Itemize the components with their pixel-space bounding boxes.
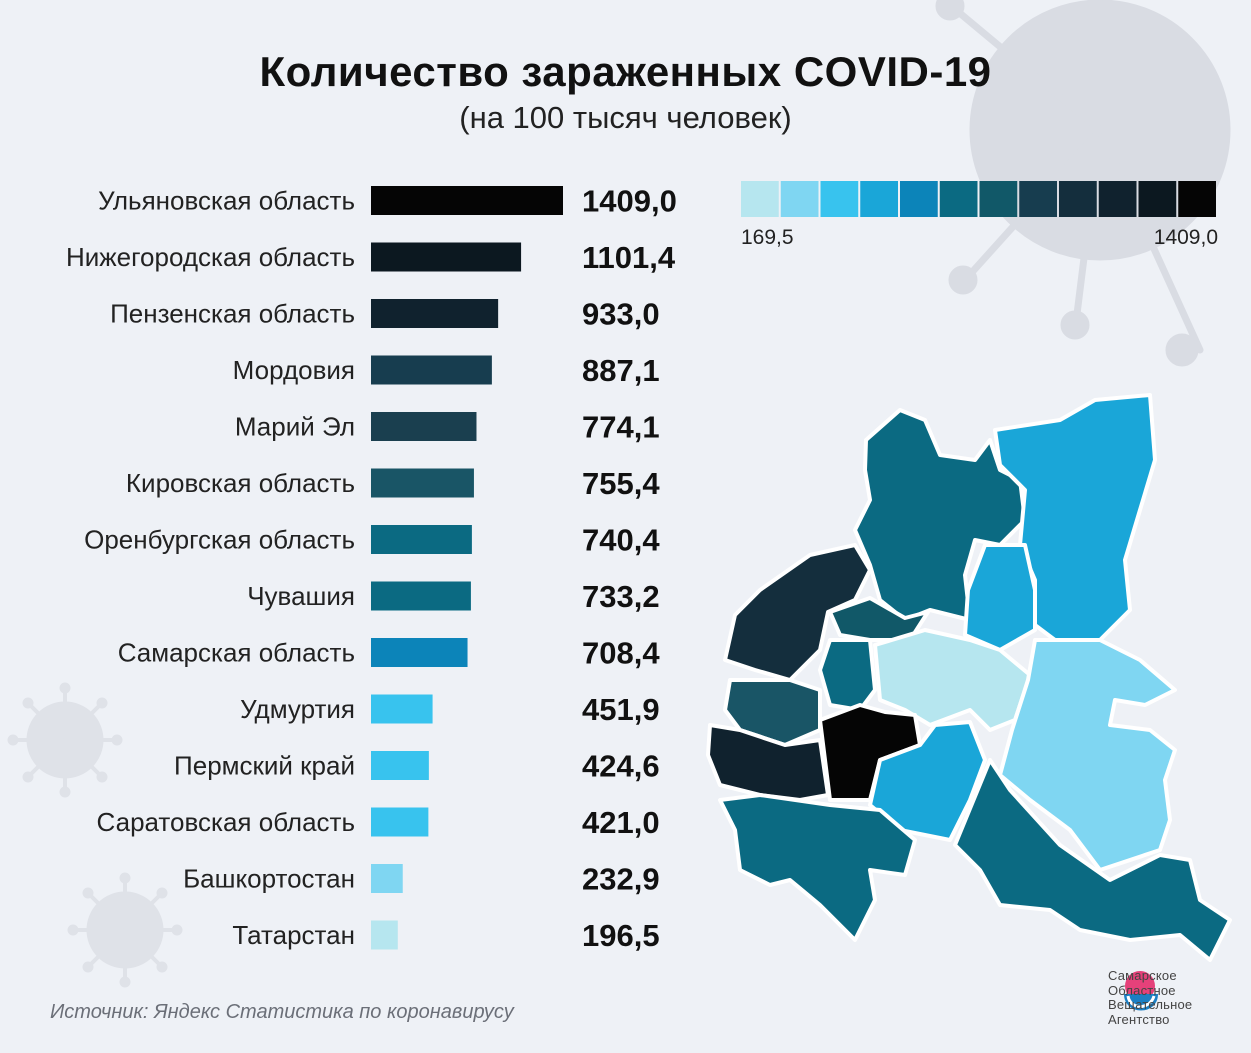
value-label: 740,4 xyxy=(582,523,660,558)
logo-line-2: Областное xyxy=(1108,982,1176,998)
map-region-nizhny xyxy=(723,543,872,682)
category-label: Пензенская область xyxy=(110,299,355,329)
value-label: 774,1 xyxy=(582,410,660,445)
category-label: Саратовская область xyxy=(97,807,355,837)
category-label: Самарская область xyxy=(118,638,355,668)
value-label: 1409,0 xyxy=(582,184,677,219)
bar xyxy=(371,920,398,950)
map-region-mordovia xyxy=(723,678,822,747)
bar xyxy=(371,581,471,611)
map-region-perm xyxy=(993,393,1157,642)
value-label: 451,9 xyxy=(582,692,660,727)
value-label: 424,6 xyxy=(582,749,660,784)
bar xyxy=(371,525,472,554)
legend-swatch xyxy=(979,181,1018,217)
legend-swatch xyxy=(1059,181,1097,217)
category-label: Пермский край xyxy=(174,751,355,781)
legend-swatch xyxy=(1098,181,1137,217)
logo-text: Самарское Областное Вещательное Агентств… xyxy=(1108,968,1193,1027)
logo-line-1: Самарское xyxy=(1108,968,1177,983)
map-region-chuvashia xyxy=(818,638,877,712)
map-region-kirov xyxy=(853,408,1027,622)
legend-swatch xyxy=(1019,181,1057,217)
source-note: Источник: Яндекс Статистика по коронавир… xyxy=(50,1001,514,1023)
legend-swatch xyxy=(939,181,978,217)
bar xyxy=(371,468,474,498)
value-label: 1101,4 xyxy=(582,240,676,275)
category-label: Удмуртия xyxy=(240,694,355,724)
legend-swatch xyxy=(1178,181,1216,217)
legend-swatch xyxy=(860,181,898,217)
category-label: Нижегородская область xyxy=(66,242,355,272)
category-label: Чувашия xyxy=(247,581,355,611)
logo-line-4: Агентство xyxy=(1108,1011,1170,1027)
value-label: 933,0 xyxy=(582,297,660,332)
chart-subtitle: (на 100 тысяч человек) xyxy=(459,100,792,135)
value-label: 232,9 xyxy=(582,862,660,897)
map-region-orenburg xyxy=(953,758,1232,962)
legend-swatch xyxy=(900,181,938,217)
category-label: Мордовия xyxy=(233,355,355,385)
bar xyxy=(371,242,522,272)
value-label: 887,1 xyxy=(582,353,660,388)
legend-min-label: 169,5 xyxy=(741,226,794,249)
bar xyxy=(371,638,468,667)
bar xyxy=(371,355,492,385)
bar xyxy=(371,751,429,780)
chart-title: Количество зараженных COVID-19 xyxy=(259,48,992,95)
bar xyxy=(371,299,499,328)
bar xyxy=(371,412,477,441)
bar xyxy=(371,186,563,215)
category-label: Татарстан xyxy=(232,920,355,950)
value-label: 733,2 xyxy=(582,579,660,614)
category-label: Оренбургская область xyxy=(84,525,355,555)
map-region-saratov xyxy=(718,793,917,942)
legend-max-label: 1409,0 xyxy=(1153,226,1218,249)
legend-swatch xyxy=(780,181,819,217)
map-region-tatarstan xyxy=(873,628,1032,732)
bar xyxy=(371,807,429,837)
legend-swatch xyxy=(820,181,859,217)
category-label: Ульяновская область xyxy=(98,186,355,216)
logo-line-3: Вещательное xyxy=(1108,997,1193,1012)
value-label: 708,4 xyxy=(582,636,660,671)
value-label: 421,0 xyxy=(582,805,660,840)
legend-swatch xyxy=(1138,181,1177,217)
category-label: Марий Эл xyxy=(235,412,355,442)
map-region-mari-el xyxy=(828,596,930,642)
logo-mark-icon xyxy=(1124,971,1158,1011)
map-region-penza xyxy=(706,723,830,802)
category-label: Башкортостан xyxy=(183,864,355,894)
bar xyxy=(371,694,433,724)
category-label: Кировская область xyxy=(126,468,355,498)
map-region-udmurtia xyxy=(963,543,1037,652)
legend-swatch xyxy=(741,181,779,217)
value-label: 755,4 xyxy=(582,466,660,501)
bar xyxy=(371,864,403,893)
value-label: 196,5 xyxy=(582,918,660,953)
